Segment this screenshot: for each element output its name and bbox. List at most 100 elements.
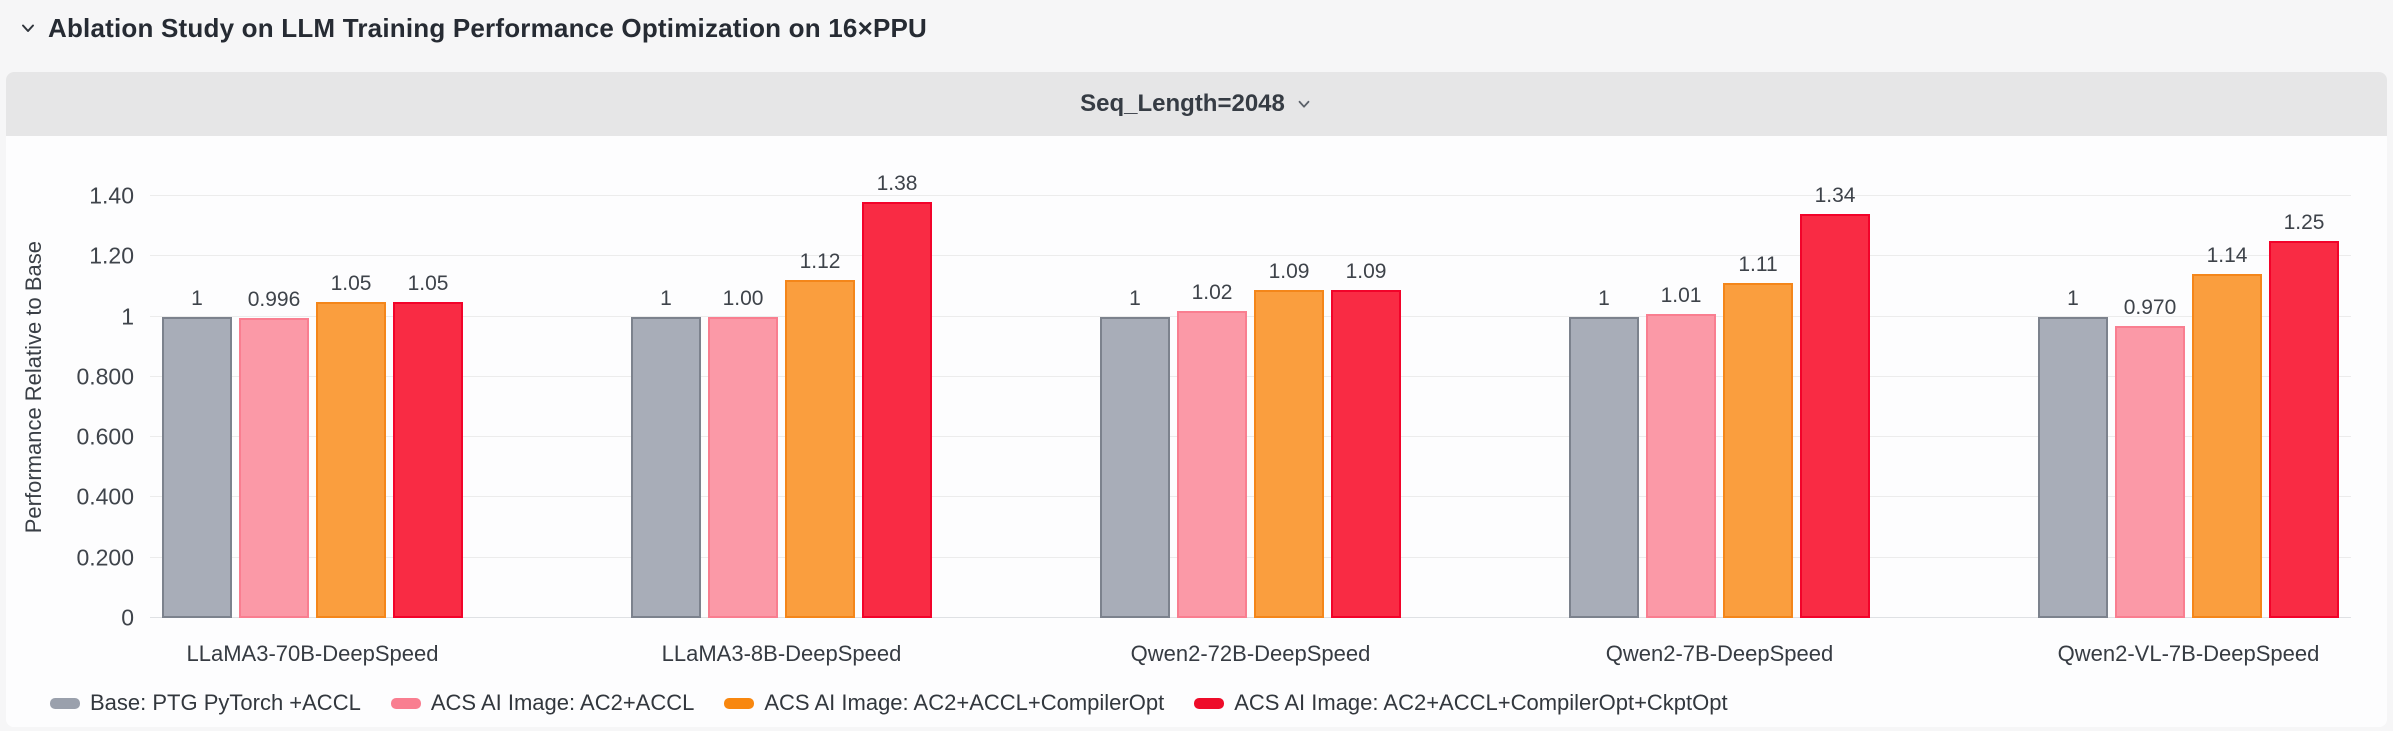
bar-slot: 1 (1100, 287, 1170, 618)
bar-slot: 1.11 (1723, 253, 1793, 618)
x-axis-category-label: Qwen2-7B-DeepSpeed (1605, 641, 1834, 666)
legend-swatch-icon (724, 697, 755, 709)
legend-swatch-icon (1194, 697, 1225, 709)
bar[interactable] (316, 301, 386, 618)
bar-slot: 1.02 (1177, 281, 1247, 618)
gridline (150, 496, 2351, 498)
bar[interactable] (1569, 316, 1639, 618)
seq-length-dropdown[interactable]: Seq_Length=2048 (6, 72, 2387, 136)
chart-panel: Seq_Length=2048 Performance Relative to … (6, 72, 2387, 727)
bar-slot: 1.25 (2269, 211, 2339, 618)
legend-swatch-icon (50, 697, 80, 709)
bar-group: 1 1.01 1.11 1.34 (1569, 156, 1870, 618)
gridline (150, 315, 2351, 317)
bar[interactable] (1646, 313, 1716, 618)
bar-value-label: 1.09 (1345, 259, 1387, 283)
bar[interactable] (2115, 325, 2185, 618)
y-tick-label: 1.20 (89, 242, 134, 269)
gridline (150, 375, 2351, 377)
bar-value-label: 1.14 (2206, 244, 2248, 268)
legend-label: ACS AI Image: AC2+ACCL (430, 690, 695, 715)
bar-value-label: 1.00 (722, 286, 764, 310)
bar-value-label: 0.996 (247, 287, 301, 311)
bar-slot: 1.38 (862, 172, 932, 618)
bar-value-label: 1.38 (876, 172, 918, 196)
y-tick-label: 0.800 (76, 363, 134, 390)
bar[interactable] (1800, 214, 1870, 618)
bar-value-label: 1 (1598, 286, 1610, 310)
bar-slot: 1.05 (316, 272, 386, 618)
x-axis-baseline (150, 617, 2351, 618)
gridline (150, 195, 2351, 197)
x-axis-category-label: Qwen2-VL-7B-DeepSpeed (2057, 641, 2320, 666)
y-axis: 0 0.200 0.400 0.600 0.800 1 1.20 1.40 (46, 156, 150, 631)
bar-value-label: 1.01 (1660, 283, 1702, 307)
bar-slot: 1.05 (393, 272, 463, 618)
y-tick-label: 0 (121, 604, 134, 631)
bar[interactable] (785, 280, 855, 618)
bar[interactable] (708, 316, 778, 618)
bar-value-label: 1.11 (1738, 253, 1778, 277)
bar-value-label: 1.34 (1814, 184, 1856, 208)
x-axis: LLaMA3-70B-DeepSpeed LLaMA3-8B-DeepSpeed Q… (150, 624, 2351, 684)
y-tick-label: 1 (121, 303, 134, 330)
bar[interactable] (2038, 316, 2108, 618)
y-tick-label: 1.40 (89, 182, 134, 209)
legend-label: ACS AI Image: AC2+ACCL+CompilerOpt (764, 690, 1165, 715)
bar-group: 1 1.00 1.12 1.38 (631, 156, 932, 618)
bar-value-label: 1.09 (1268, 259, 1310, 283)
bar[interactable] (239, 317, 309, 618)
legend-label: Base: PTG PyTorch +ACCL (90, 690, 361, 715)
bar-group: 1 1.02 1.09 1.09 (1100, 156, 1401, 618)
y-tick-label: 0.400 (76, 483, 134, 510)
bar-value-label: 0.970 (2123, 295, 2177, 319)
bar[interactable] (393, 301, 463, 618)
bar-value-label: 1.05 (407, 271, 449, 295)
bar-value-label: 1.02 (1191, 280, 1233, 304)
bar[interactable] (1254, 289, 1324, 618)
legend-item[interactable]: Base: PTG PyTorch +ACCL (50, 690, 361, 716)
section-collapse-chevron-icon[interactable] (18, 18, 38, 38)
bar[interactable] (1177, 310, 1247, 618)
bar-value-label: 1.25 (2283, 211, 2325, 235)
bar-slot: 1 (631, 287, 701, 618)
chart-legend: Base: PTG PyTorch +ACCL ACS AI Image: AC2… (50, 687, 1728, 719)
y-tick-label: 0.600 (76, 423, 134, 450)
bar-slot: 1.00 (708, 287, 778, 618)
x-axis-category-label: LLaMA3-8B-DeepSpeed (661, 641, 902, 666)
bar[interactable] (1100, 316, 1170, 618)
bar-value-label: 1.12 (799, 250, 841, 274)
gridline (150, 556, 2351, 558)
bar-slot: 1 (2038, 287, 2108, 618)
chevron-down-icon (1295, 95, 1313, 113)
bar-value-label: 1 (191, 286, 203, 310)
bar[interactable] (2269, 241, 2339, 618)
chart-area: Performance Relative to Base 0 0.200 0.400… (6, 136, 2387, 727)
legend-item[interactable]: ACS AI Image: AC2+ACCL+CompilerOpt+CkptO… (1194, 690, 1728, 716)
bar-slot: 0.970 (2115, 296, 2185, 618)
x-axis-category-label: LLaMA3-70B-DeepSpeed (186, 641, 439, 666)
legend-item[interactable]: ACS AI Image: AC2+ACCL (390, 690, 695, 716)
bar-slot: 0.996 (239, 288, 309, 618)
page-header: Ablation Study on LLM Training Performan… (0, 0, 2393, 56)
bar[interactable] (1723, 283, 1793, 618)
x-axis-category-label: Qwen2-72B-DeepSpeed (1130, 641, 1371, 666)
bar-slot: 1.09 (1331, 260, 1401, 618)
bar[interactable] (631, 316, 701, 618)
bar-slot: 1 (162, 287, 232, 618)
gridline (150, 436, 2351, 438)
legend-swatch-icon (390, 697, 421, 709)
bar-slot: 1.01 (1646, 284, 1716, 618)
y-tick-label: 0.200 (76, 544, 134, 571)
bar-slot: 1.12 (785, 250, 855, 618)
bar-value-label: 1 (1129, 286, 1141, 310)
seq-length-dropdown-label: Seq_Length=2048 (1080, 90, 1285, 117)
legend-item[interactable]: ACS AI Image: AC2+ACCL+CompilerOpt (724, 690, 1164, 716)
bar-slot: 1.09 (1254, 260, 1324, 618)
bar[interactable] (862, 202, 932, 618)
bar[interactable] (1331, 289, 1401, 618)
bar[interactable] (162, 316, 232, 618)
bar[interactable] (2192, 274, 2262, 618)
bar-group: 1 0.996 1.05 1.05 (162, 156, 463, 618)
bar-slot: 1.14 (2192, 244, 2262, 618)
